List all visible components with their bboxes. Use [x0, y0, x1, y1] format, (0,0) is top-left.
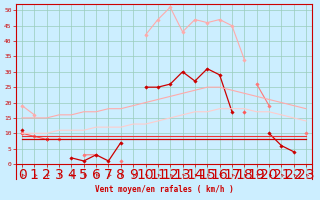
X-axis label: Vent moyen/en rafales ( km/h ): Vent moyen/en rafales ( km/h ) [95, 185, 233, 194]
